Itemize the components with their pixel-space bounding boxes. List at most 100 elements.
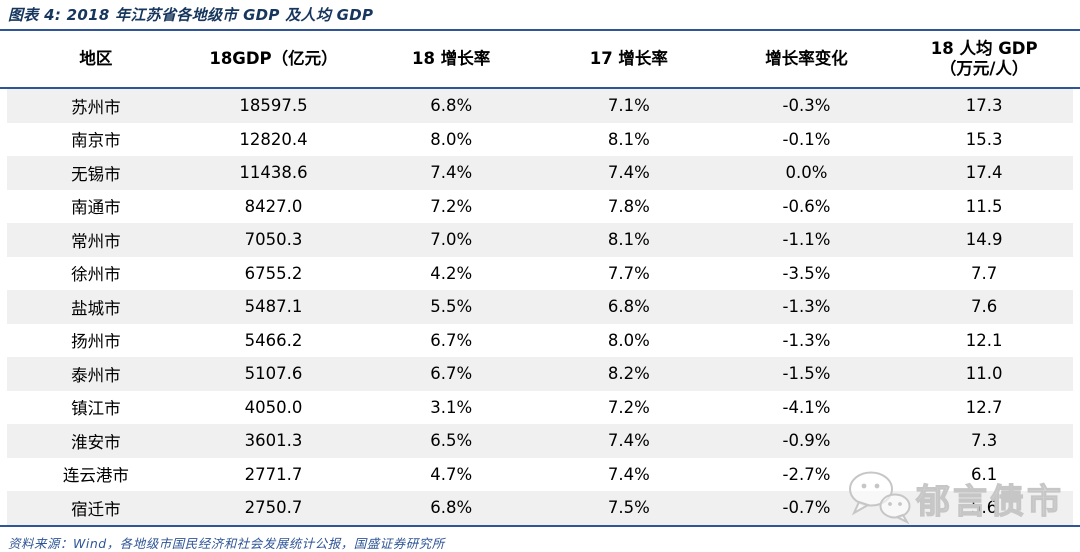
- cell-gdp-per-capita: 11.0: [965, 364, 1003, 384]
- cell-growth-change: -1.3%: [782, 330, 831, 350]
- table-row: 连云港市 2771.7 4.7% 7.4% -2.7% 6.1: [7, 458, 1073, 492]
- table-row: 盐城市 5487.1 5.5% 6.8% -1.3% 7.6: [7, 290, 1073, 324]
- cell-region: 盐城市: [71, 298, 121, 318]
- cell-growth-2018: 5.5%: [430, 297, 473, 317]
- column-header-gdp-per-capita: 18 人均 GDP （万元/人）: [930, 38, 1038, 78]
- cell-growth-2018: 6.7%: [430, 364, 473, 384]
- cell-growth-change: -0.7%: [782, 498, 831, 518]
- cell-gdp-per-capita: 5.6: [971, 498, 998, 518]
- table-row: 镇江市 4050.0 3.1% 7.2% -4.1% 12.7: [7, 391, 1073, 425]
- cell-growth-2017: 7.7%: [607, 263, 650, 283]
- cell-gdp-per-capita: 12.7: [965, 397, 1003, 417]
- cell-growth-2017: 7.4%: [607, 431, 650, 451]
- cell-growth-2018: 3.1%: [430, 397, 473, 417]
- top-rule: [0, 29, 1080, 31]
- table-row: 宿迁市 2750.7 6.8% 7.5% -0.7% 5.6: [7, 491, 1073, 525]
- cell-gdp-per-capita: 7.3: [971, 431, 998, 451]
- table-row: 淮安市 3601.3 6.5% 7.4% -0.9% 7.3: [7, 424, 1073, 458]
- cell-region: 淮安市: [71, 432, 121, 452]
- cell-gdp-per-capita: 11.5: [965, 196, 1003, 216]
- cell-growth-change: -0.1%: [782, 129, 831, 149]
- cell-growth-2017: 7.5%: [607, 498, 650, 518]
- cell-growth-2017: 8.2%: [607, 364, 650, 384]
- table-header-row: 地区 18GDP（亿元） 18 增长率 17 增长率 增长率变化 18 人均 G…: [7, 31, 1073, 87]
- column-header-growth-change: 增长率变化: [765, 48, 848, 68]
- cell-growth-change: 0.0%: [785, 163, 828, 183]
- cell-gdp-per-capita: 6.1: [971, 464, 998, 484]
- cell-gdp-2018: 2771.7: [244, 464, 303, 484]
- cell-growth-change: -0.9%: [782, 431, 831, 451]
- cell-gdp-per-capita: 7.6: [971, 297, 998, 317]
- table-row: 南京市 12820.4 8.0% 8.1% -0.1% 15.3: [7, 123, 1073, 157]
- cell-region: 无锡市: [71, 164, 121, 184]
- cell-growth-2018: 7.2%: [430, 196, 473, 216]
- figure-title: 图表 4: 2018 年江苏省各地级市 GDP 及人均 GDP: [8, 6, 374, 24]
- cell-gdp-2018: 5466.2: [244, 330, 303, 350]
- column-header-gdp-2018: 18GDP（亿元）: [209, 48, 338, 68]
- cell-growth-2017: 7.2%: [607, 397, 650, 417]
- cell-growth-2018: 4.7%: [430, 464, 473, 484]
- cell-gdp-per-capita: 12.1: [965, 330, 1003, 350]
- cell-gdp-per-capita: 15.3: [965, 129, 1003, 149]
- source-note: 资料来源：Wind，各地级市国民经济和社会发展统计公报，国盛证券研究所: [8, 535, 445, 551]
- cell-growth-2017: 7.4%: [607, 464, 650, 484]
- cell-growth-2017: 6.8%: [607, 297, 650, 317]
- cell-region: 连云港市: [62, 466, 129, 486]
- column-header-region: 地区: [79, 48, 113, 68]
- cell-gdp-2018: 7050.3: [244, 230, 303, 250]
- table-body: 苏州市 18597.5 6.8% 7.1% -0.3% 17.3 南京市 128…: [0, 89, 1080, 525]
- cell-region: 南通市: [71, 198, 121, 218]
- cell-growth-change: -1.3%: [782, 297, 831, 317]
- table-row: 常州市 7050.3 7.0% 8.1% -1.1% 14.9: [7, 223, 1073, 257]
- cell-region: 苏州市: [71, 97, 121, 117]
- cell-growth-2018: 6.7%: [430, 330, 473, 350]
- cell-growth-change: -0.6%: [782, 196, 831, 216]
- figure-title-bar: 图表 4: 2018 年江苏省各地级市 GDP 及人均 GDP: [0, 0, 1080, 29]
- cell-gdp-per-capita: 7.7: [971, 263, 998, 283]
- cell-region: 镇江市: [71, 399, 121, 419]
- header-rule: [0, 87, 1080, 89]
- column-header-growth-2017: 17 增长率: [589, 48, 668, 68]
- cell-gdp-2018: 11438.6: [239, 163, 308, 183]
- table-row: 无锡市 11438.6 7.4% 7.4% 0.0% 17.4: [7, 156, 1073, 190]
- cell-growth-2017: 7.1%: [607, 96, 650, 116]
- cell-gdp-2018: 4050.0: [244, 397, 303, 417]
- table-row: 徐州市 6755.2 4.2% 7.7% -3.5% 7.7: [7, 257, 1073, 291]
- cell-growth-change: -3.5%: [782, 263, 831, 283]
- cell-region: 常州市: [71, 231, 121, 251]
- cell-growth-2018: 6.8%: [430, 498, 473, 518]
- cell-growth-2017: 8.1%: [607, 129, 650, 149]
- cell-growth-2018: 8.0%: [430, 129, 473, 149]
- cell-region: 徐州市: [71, 265, 121, 285]
- cell-growth-change: -1.1%: [782, 230, 831, 250]
- table-row: 泰州市 5107.6 6.7% 8.2% -1.5% 11.0: [7, 357, 1073, 391]
- table-row: 南通市 8427.0 7.2% 7.8% -0.6% 11.5: [7, 190, 1073, 224]
- cell-gdp-per-capita: 14.9: [965, 230, 1003, 250]
- cell-region: 泰州市: [71, 365, 121, 385]
- cell-gdp-2018: 3601.3: [244, 431, 303, 451]
- bottom-rule: [0, 524, 1080, 527]
- cell-growth-2017: 8.0%: [607, 330, 650, 350]
- cell-gdp-2018: 18597.5: [239, 96, 308, 116]
- cell-growth-change: -2.7%: [782, 464, 831, 484]
- cell-gdp-2018: 6755.2: [244, 263, 303, 283]
- cell-growth-change: -0.3%: [782, 96, 831, 116]
- cell-region: 宿迁市: [71, 499, 121, 519]
- cell-growth-2018: 6.5%: [430, 431, 473, 451]
- cell-region: 扬州市: [71, 332, 121, 352]
- cell-gdp-2018: 5107.6: [244, 364, 303, 384]
- table-row: 苏州市 18597.5 6.8% 7.1% -0.3% 17.3: [7, 89, 1073, 123]
- column-header-growth-2018: 18 增长率: [412, 48, 491, 68]
- cell-gdp-per-capita: 17.4: [965, 163, 1003, 183]
- cell-gdp-2018: 8427.0: [244, 196, 303, 216]
- cell-growth-2017: 7.8%: [607, 196, 650, 216]
- cell-growth-change: -1.5%: [782, 364, 831, 384]
- cell-gdp-2018: 2750.7: [244, 498, 303, 518]
- cell-growth-change: -4.1%: [782, 397, 831, 417]
- cell-region: 南京市: [71, 131, 121, 151]
- cell-gdp-per-capita: 17.3: [965, 96, 1003, 116]
- cell-gdp-2018: 5487.1: [244, 297, 303, 317]
- cell-growth-2018: 4.2%: [430, 263, 473, 283]
- table-row: 扬州市 5466.2 6.7% 8.0% -1.3% 12.1: [7, 324, 1073, 358]
- cell-gdp-2018: 12820.4: [239, 129, 308, 149]
